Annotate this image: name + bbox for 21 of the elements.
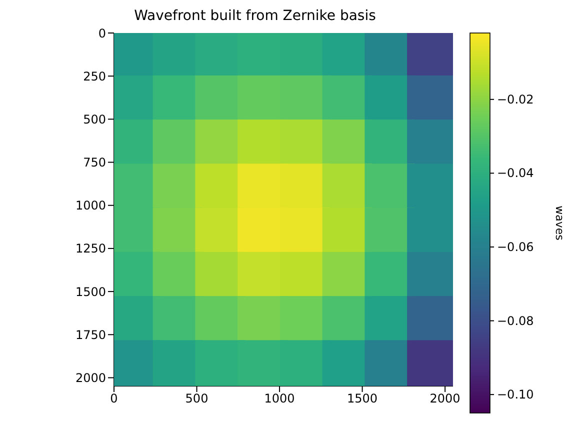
chart-title: Wavefront built from Zernike basis xyxy=(133,8,377,24)
y-tick-label: 1000 xyxy=(75,198,106,213)
y-tick-label: 1250 xyxy=(75,242,106,256)
y-tick-label: 250 xyxy=(83,69,106,84)
color-bar-title: waves xyxy=(553,206,566,241)
x-tick-label: 0 xyxy=(110,392,118,406)
x-tick-label: 2000 xyxy=(430,392,460,406)
y-tick-label: 500 xyxy=(83,112,106,126)
x-tick-label: 1000 xyxy=(264,392,295,406)
y-tick-label: 1500 xyxy=(75,284,106,299)
color-bar-label: −0.04 xyxy=(497,166,534,180)
color-bar-label: −0.10 xyxy=(497,388,534,402)
y-tick-label: 750 xyxy=(83,156,106,170)
x-tick-label: 500 xyxy=(185,392,208,406)
y-tick-label: 2000 xyxy=(75,370,106,385)
color-bar-label: −0.06 xyxy=(497,240,534,254)
y-tick-label: 1750 xyxy=(75,328,106,342)
color-bar-label: −0.02 xyxy=(497,92,534,106)
color-bar-label: −0.08 xyxy=(497,314,534,328)
x-tick-label: 1500 xyxy=(347,392,378,406)
y-tick-label: 0 xyxy=(98,26,106,40)
